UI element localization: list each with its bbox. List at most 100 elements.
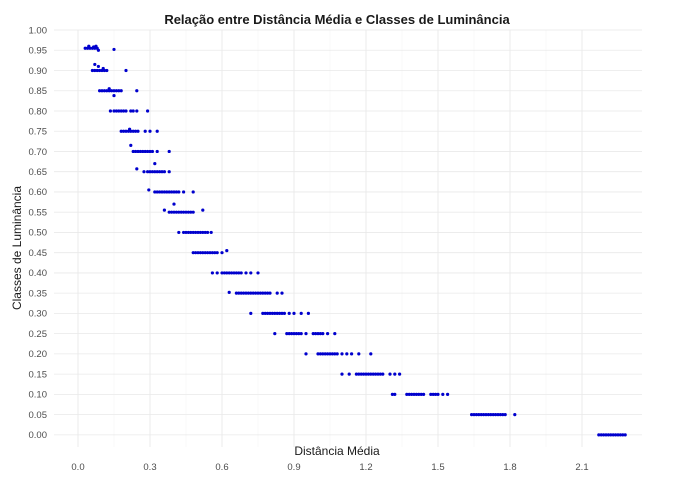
data-point	[198, 251, 202, 255]
data-point	[244, 271, 248, 275]
data-point	[189, 230, 193, 235]
data-point	[242, 291, 246, 295]
data-point	[429, 392, 433, 396]
y-tick-label: 0.35	[29, 288, 48, 299]
data-point	[256, 291, 260, 295]
data-point	[213, 251, 217, 255]
data-point	[165, 190, 169, 194]
data-point	[472, 413, 476, 417]
data-point	[280, 311, 284, 315]
data-point	[328, 352, 332, 356]
data-point	[108, 109, 112, 113]
data-point	[405, 392, 409, 396]
data-point	[237, 291, 241, 295]
data-point	[407, 392, 411, 396]
data-point	[174, 190, 178, 194]
data-point	[376, 372, 380, 376]
data-point	[434, 392, 438, 396]
data-point	[261, 311, 265, 315]
x-tick-label: 0.3	[143, 462, 156, 473]
data-point	[381, 372, 385, 376]
data-point	[222, 271, 226, 275]
data-point	[369, 352, 373, 356]
y-tick-label: 0.80	[29, 106, 48, 117]
data-point	[266, 311, 270, 315]
x-axis-title: Distância Média	[294, 444, 380, 458]
data-point	[318, 352, 322, 356]
data-point	[177, 190, 181, 194]
data-point	[167, 210, 171, 214]
data-point	[90, 68, 94, 73]
data-point	[186, 210, 190, 214]
data-point	[258, 291, 262, 295]
data-point	[98, 89, 102, 93]
y-tick-label: 0.50	[29, 228, 48, 239]
data-point	[477, 413, 481, 417]
y-tick-label: 0.45	[29, 248, 48, 259]
data-point	[297, 332, 301, 336]
data-point	[249, 311, 253, 315]
data-point	[87, 44, 91, 48]
data-point	[282, 311, 286, 315]
data-point	[369, 372, 373, 376]
data-point	[167, 149, 171, 154]
y-tick-label: 0.05	[29, 410, 48, 421]
data-point	[290, 332, 294, 336]
y-tick-label: 0.40	[29, 268, 48, 279]
data-point	[275, 311, 279, 315]
data-point	[498, 413, 502, 417]
data-point	[611, 433, 615, 437]
data-point	[227, 290, 231, 294]
data-point	[134, 149, 138, 154]
data-point	[143, 129, 147, 133]
x-tick-label: 0.0	[71, 462, 84, 473]
data-point	[146, 149, 150, 154]
data-point	[359, 372, 363, 376]
data-point	[215, 251, 219, 255]
data-point	[142, 170, 146, 174]
y-tick-label: 0.20	[29, 349, 48, 360]
data-point	[390, 392, 394, 396]
data-point	[491, 413, 495, 417]
data-point	[280, 291, 284, 295]
data-point	[378, 372, 382, 376]
data-point	[275, 291, 279, 295]
data-point	[184, 230, 188, 235]
data-point	[261, 291, 265, 295]
data-point	[191, 190, 195, 194]
data-point	[117, 89, 121, 93]
data-point	[287, 311, 291, 315]
data-point	[136, 149, 140, 154]
data-point	[330, 352, 334, 356]
data-point	[230, 271, 234, 275]
data-point	[609, 433, 613, 437]
data-point	[208, 251, 212, 255]
data-point	[232, 271, 236, 275]
data-point	[484, 413, 488, 417]
data-point	[234, 271, 238, 275]
data-point	[206, 251, 210, 255]
data-point	[215, 271, 219, 275]
y-tick-label: 0.15	[29, 369, 48, 380]
data-point	[184, 210, 188, 214]
data-point	[371, 372, 375, 376]
data-point	[114, 109, 118, 113]
data-point	[470, 413, 474, 417]
data-point	[474, 413, 478, 417]
data-point	[112, 109, 116, 113]
data-point	[206, 230, 210, 235]
data-point	[417, 392, 421, 396]
data-point	[182, 230, 186, 235]
data-point	[285, 332, 289, 336]
data-point	[422, 392, 426, 396]
data-point	[160, 170, 164, 174]
data-point	[494, 413, 498, 417]
data-point	[201, 230, 205, 235]
data-point	[155, 129, 159, 133]
y-tick-label: 0.65	[29, 167, 48, 178]
data-point	[246, 291, 250, 295]
data-point	[147, 188, 151, 192]
data-point	[203, 251, 207, 255]
data-point	[172, 202, 176, 206]
data-point	[182, 210, 186, 214]
